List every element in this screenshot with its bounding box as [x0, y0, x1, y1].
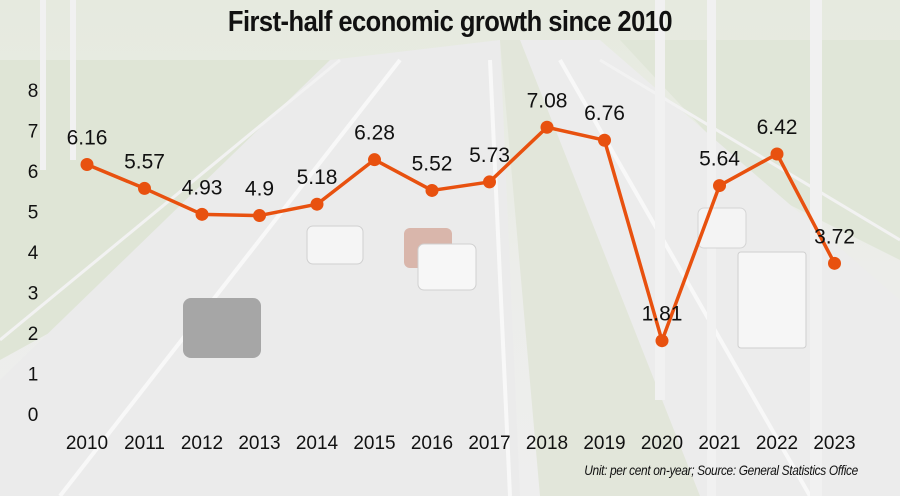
y-tick-label: 0 [28, 405, 39, 426]
pole [655, 0, 665, 400]
lane-line [488, 59, 512, 496]
data-label: 3.72 [814, 225, 855, 248]
source-note: Unit: per cent on-year; Source: General … [584, 462, 858, 478]
data-point-2023 [828, 256, 841, 270]
y-tick-label: 4 [28, 243, 39, 264]
data-point-2020 [655, 334, 669, 348]
x-tick-label: 2017 [468, 433, 510, 454]
car [697, 207, 747, 249]
data-point-2017 [483, 175, 496, 189]
data-label: 6.76 [584, 102, 625, 125]
data-label: 5.73 [469, 144, 510, 167]
x-tick-label: 2011 [124, 433, 165, 454]
x-tick-label: 2021 [698, 433, 740, 454]
x-tick-label: 2014 [296, 433, 339, 454]
series-line-path [86, 125, 837, 343]
pole [810, 0, 822, 496]
series-line [80, 120, 841, 348]
data-point-2022 [770, 147, 784, 161]
data-label: 6.16 [67, 127, 108, 150]
data-point-2012 [195, 207, 209, 221]
car [417, 243, 477, 291]
data-label: 5.18 [297, 166, 338, 189]
x-tick-label: 2018 [526, 433, 568, 454]
truck [737, 251, 807, 349]
road-left [0, 40, 520, 496]
data-point-2011 [138, 181, 151, 195]
y-tick-label: 6 [28, 162, 39, 183]
y-tick-label: 7 [28, 122, 39, 143]
chart-title: First-half economic growth since 2010 [227, 6, 673, 38]
x-tick-label: 2013 [238, 433, 280, 454]
data-point-2010 [80, 158, 94, 172]
car [306, 225, 364, 265]
data-point-2016 [425, 183, 439, 197]
data-label: 7.08 [527, 89, 568, 112]
median [500, 40, 700, 496]
data-label: 5.52 [412, 152, 453, 175]
x-tick-label: 2020 [641, 433, 683, 454]
data-label: 6.28 [354, 122, 395, 145]
pole [70, 0, 76, 160]
x-tick-label: 2022 [756, 433, 798, 454]
data-label: 1.81 [642, 303, 683, 326]
data-label: 6.42 [757, 116, 798, 139]
data-point-2015 [368, 153, 381, 167]
y-tick-label: 3 [28, 284, 39, 305]
y-tick-label: 5 [28, 203, 39, 224]
y-axis: 0 1 2 3 4 5 6 7 8 [28, 81, 39, 426]
data-point-2021 [713, 179, 726, 193]
x-tick-label: 2023 [813, 433, 855, 454]
data-label: 4.9 [245, 178, 274, 201]
y-tick-label: 2 [28, 324, 39, 345]
data-point-2013 [253, 209, 266, 223]
y-tick-label: 1 [28, 365, 39, 386]
lane-line [58, 58, 402, 496]
data-label: 5.57 [124, 150, 165, 173]
vegetation-right [620, 40, 900, 260]
guardrail [599, 58, 900, 242]
data-labels: 6.16 5.57 4.93 4.9 5.18 6.28 5.52 5.73 7.08 6.76 1… [67, 89, 855, 325]
data-point-2019 [598, 133, 611, 147]
data-label: 5.64 [699, 148, 740, 171]
x-axis: 2010 2011 2012 2013 2014 2015 2016 2017 2018 2019… [66, 433, 856, 454]
pole [40, 0, 46, 170]
data-point-2014 [310, 197, 324, 211]
x-tick-label: 2019 [583, 433, 625, 454]
x-tick-label: 2016 [411, 433, 453, 454]
y-tick-label: 8 [28, 81, 39, 102]
x-tick-label: 2012 [181, 433, 223, 454]
x-tick-label: 2010 [66, 433, 108, 454]
x-tick-label: 2015 [353, 433, 395, 454]
data-label: 4.93 [182, 176, 223, 199]
car [183, 298, 261, 358]
data-point-2018 [540, 120, 554, 134]
